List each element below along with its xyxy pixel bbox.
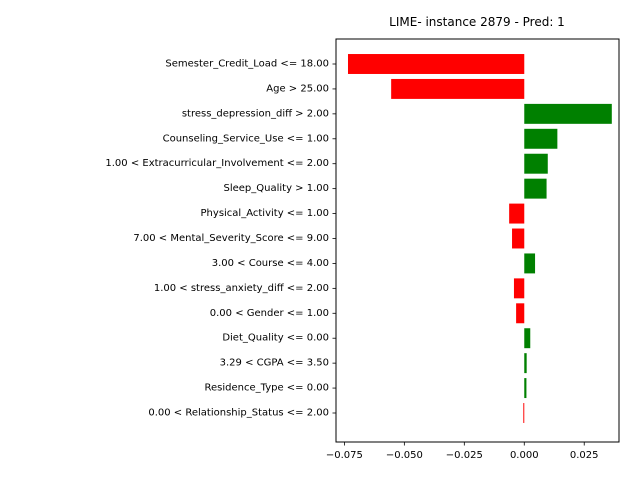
x-tick-label-4: 0.025: [570, 450, 599, 461]
y-tick-label-9: 1.00 < stress_anxiety_diff <= 2.00: [154, 283, 329, 294]
bar-10: [516, 303, 525, 324]
chart-title: LIME- instance 2879 - Pred: 1: [389, 15, 565, 29]
bar-8: [524, 253, 536, 274]
y-tick-label-2: stress_depression_diff > 2.00: [182, 108, 329, 119]
bar-6: [509, 203, 525, 224]
bar-13: [524, 378, 527, 399]
y-tick-label-1: Age > 25.00: [266, 83, 329, 94]
bar-0: [347, 54, 525, 74]
y-tick-label-5: Sleep_Quality > 1.00: [223, 183, 329, 194]
axes: Semester_Credit_Load <= 18.00 Age > 25.00…: [105, 59, 598, 462]
x-tick-label-0: −0.075: [326, 450, 363, 461]
bar-12: [524, 353, 527, 374]
bar-9: [513, 278, 525, 299]
y-tick-label-12: 3.29 < CGPA <= 3.50: [220, 358, 329, 369]
bar-4: [524, 153, 548, 174]
x-tick-label-3: 0.000: [510, 450, 539, 461]
y-tick-label-14: 0.00 < Relationship_Status <= 2.00: [148, 408, 329, 419]
bar-7: [512, 228, 525, 249]
y-tick-label-11: Diet_Quality <= 0.00: [222, 333, 329, 344]
bar-1: [391, 78, 525, 99]
bars-layer: [347, 54, 612, 423]
bar-3: [524, 128, 558, 149]
y-tick-label-3: Counseling_Service_Use <= 1.00: [163, 133, 329, 144]
y-tick-label-0: Semester_Credit_Load <= 18.00: [165, 59, 329, 70]
bar-2: [524, 103, 612, 124]
y-tick-label-7: 7.00 < Mental_Severity_Score <= 9.00: [133, 233, 329, 244]
x-tick-label-1: −0.050: [386, 450, 423, 461]
plot-frame: [335, 38, 620, 443]
x-tick-label-2: −0.025: [446, 450, 483, 461]
bar-11: [524, 328, 531, 349]
y-tick-label-13: Residence_Type <= 0.00: [205, 383, 329, 394]
y-tick-label-6: Physical_Activity <= 1.00: [201, 208, 329, 219]
bar-14: [523, 403, 525, 423]
y-tick-label-4: 1.00 < Extracurricular_Involvement <= 2.…: [105, 158, 329, 169]
y-tick-label-8: 3.00 < Course <= 4.00: [212, 258, 329, 269]
bar-5: [524, 178, 547, 199]
y-tick-label-10: 0.00 < Gender <= 1.00: [210, 308, 329, 319]
